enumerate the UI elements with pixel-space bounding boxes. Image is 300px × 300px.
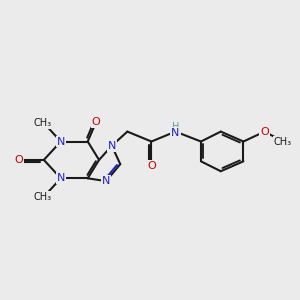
Text: N: N: [108, 141, 116, 151]
Text: N: N: [57, 173, 65, 183]
Text: O: O: [260, 127, 269, 136]
Text: O: O: [147, 160, 156, 171]
Text: N: N: [171, 128, 180, 138]
Text: N: N: [102, 176, 110, 186]
Text: O: O: [92, 117, 100, 127]
Text: CH₃: CH₃: [33, 192, 52, 202]
Text: N: N: [57, 136, 65, 146]
Text: CH₃: CH₃: [274, 136, 292, 146]
Text: H: H: [172, 122, 179, 132]
Text: CH₃: CH₃: [33, 118, 52, 128]
Text: O: O: [14, 155, 23, 165]
